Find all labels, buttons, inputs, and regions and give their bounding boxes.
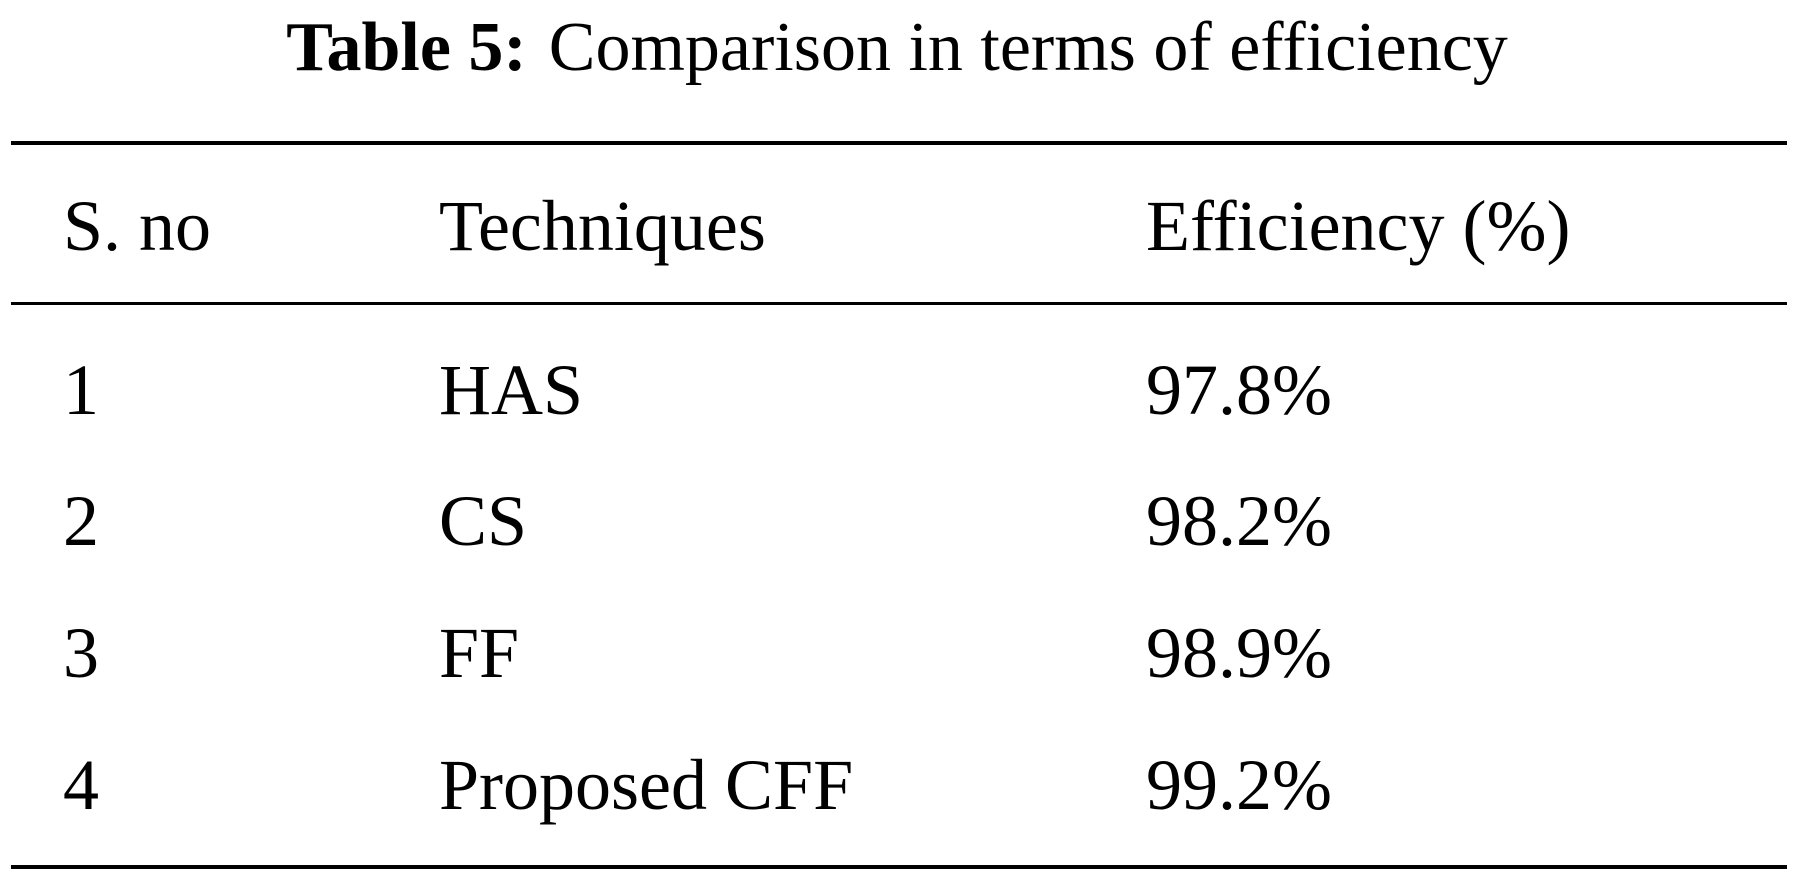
table-cell: CS [439, 481, 528, 561]
mid-rule [11, 302, 1787, 305]
table-cell: 98.2% [1146, 481, 1332, 561]
table-caption: Table 5: Comparison in terms of efficienc… [0, 8, 1794, 88]
table-cell: 1 [63, 350, 99, 430]
table-cell: HAS [439, 350, 584, 430]
header-cell: S. no [63, 186, 212, 266]
top-rule [11, 141, 1787, 145]
caption-text: Comparison in terms of efficiency [548, 9, 1508, 86]
bottom-rule [11, 865, 1787, 869]
table-cell: 99.2% [1146, 745, 1332, 825]
table-cell: 97.8% [1146, 350, 1332, 430]
table-cell: 4 [63, 745, 99, 825]
table-cell: Proposed CFF [439, 745, 854, 825]
table-cell: 98.9% [1146, 613, 1332, 693]
table-cell: FF [439, 613, 520, 693]
table-cell: 3 [63, 613, 99, 693]
table-cell: 2 [63, 481, 99, 561]
header-cell: Techniques [439, 186, 766, 266]
caption-label: Table 5: [286, 9, 527, 86]
header-cell: Efficiency (%) [1146, 186, 1571, 266]
